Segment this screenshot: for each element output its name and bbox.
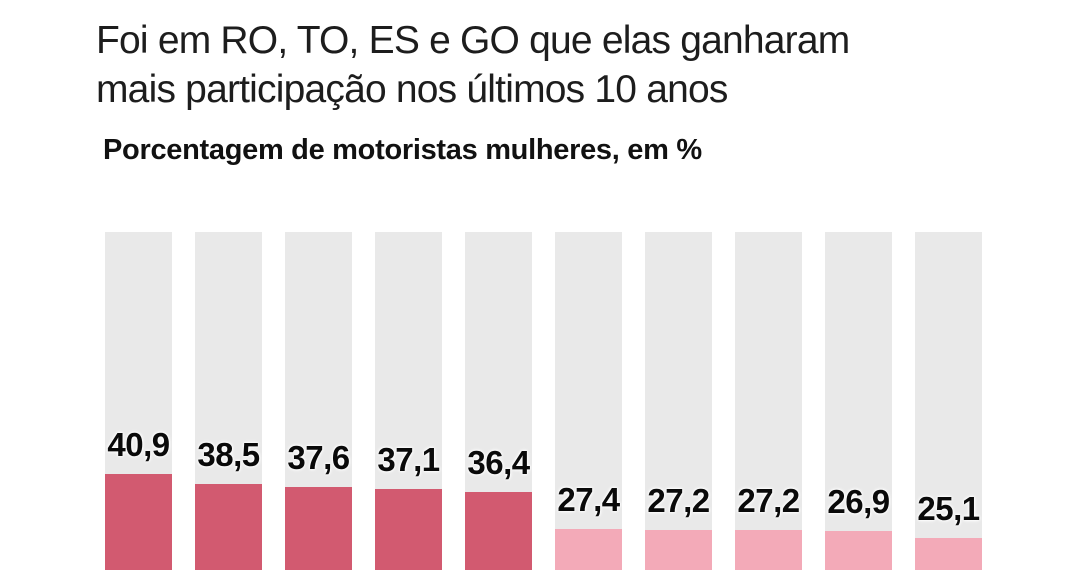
bar-track [645,232,712,570]
bar-group: 37,6 [285,0,352,570]
bar-segment [915,538,982,570]
bar-value-label: 27,2 [647,481,710,519]
bar-value-label: 37,1 [377,441,440,479]
bar-track [915,232,982,570]
chart-subtitle: Porcentagem de motoristas mulheres, em % [103,134,702,166]
bar-group: 36,4 [465,0,532,570]
bar-group: 26,9 [825,0,892,570]
bar-segment [735,529,802,570]
chart-title: Foi em RO, TO, ES e GO que elas ganharam… [96,16,956,114]
bar-segment [285,487,352,570]
bar-segment [555,528,622,570]
bar-value-label: 27,4 [557,480,620,518]
bar-group: 37,1 [375,0,442,570]
bar-value-label: 25,1 [917,490,980,528]
bar-track [555,232,622,570]
bar-track [735,232,802,570]
bar-value-label: 27,2 [737,481,800,519]
bar-value-label: 37,6 [287,439,350,477]
bar-group: 40,9 [105,0,172,570]
bar-segment [105,473,172,570]
bar-segment [465,492,532,570]
bar-value-label: 40,9 [107,425,170,463]
chart-title-line-2: mais participação nos últimos 10 anos [96,68,728,112]
bar-segment [645,529,712,570]
bar-track [825,232,892,570]
chart-title-line-1: Foi em RO, TO, ES e GO que elas ganharam [96,19,850,63]
bar-value-label: 26,9 [827,482,890,520]
bar-segment [375,489,442,570]
bar-group: 27,4 [555,0,622,570]
bar-group: 27,2 [735,0,802,570]
bar-group: 38,5 [195,0,262,570]
bar-group: 27,2 [645,0,712,570]
bar-segment [825,530,892,570]
bar-value-label: 36,4 [467,444,530,482]
bar-segment [195,483,262,570]
bar-value-label: 38,5 [197,435,260,473]
bar-group: 25,1 [915,0,982,570]
